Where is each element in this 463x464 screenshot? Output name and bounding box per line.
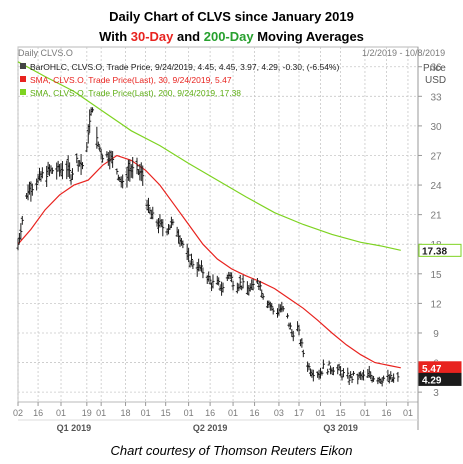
- sma200-badge-label: 17.38: [422, 246, 447, 257]
- legend-sma30-swatch: [20, 76, 26, 82]
- sma30-line: [17, 154, 401, 369]
- currency-label: USD: [425, 75, 446, 86]
- x-tick-label: 19: [82, 408, 92, 418]
- x-tick-label: 01: [403, 408, 413, 418]
- x-tick-label: 16: [381, 408, 391, 418]
- x-tick-label: 01: [56, 408, 66, 418]
- x-tick-label: 17: [294, 408, 304, 418]
- y-tick-label: 9: [433, 329, 439, 340]
- panel-name: Daily CLVS.O: [18, 48, 73, 58]
- x-axis: 02 16 01 19 01 18 01 15 01 16 01 16 03 17 01 15 01 16 01 Q1…: [13, 402, 418, 433]
- x-tick-label: 01: [316, 408, 326, 418]
- quarter-label: Q3 2019: [323, 423, 358, 433]
- quarter-label: Q1 2019: [57, 423, 92, 433]
- y-tick-label: 36: [430, 63, 442, 74]
- subtitle-suffix: Moving Averages: [253, 29, 364, 44]
- sma200-badge-bg: [418, 243, 462, 257]
- legend-sma200: SMA, CLVS.O, Trade Price(Last), 200, 9/2…: [30, 88, 241, 98]
- y-axis: 369121518212427303336: [418, 63, 442, 399]
- chart-subtitle: With 30-Day and 200-Day Moving Averages: [0, 29, 463, 44]
- chart-credit: Chart courtesy of Thomson Reuters Eikon: [110, 443, 353, 458]
- panel-date-range: 1/2/2019 - 10/8/2019: [362, 48, 445, 58]
- x-tick-label: 16: [205, 408, 215, 418]
- x-tick-label: 02: [13, 408, 23, 418]
- x-tick-label: 18: [121, 408, 131, 418]
- x-tick-label: 01: [184, 408, 194, 418]
- close-badge-label: 4.29: [422, 375, 442, 386]
- legend-sma30: SMA, CLVS.O, Trade Price(Last), 30, 9/24…: [30, 75, 232, 85]
- legend-ohlc-swatch: [20, 63, 26, 69]
- x-tick-label: 01: [360, 408, 370, 418]
- x-tick-label: 16: [33, 408, 43, 418]
- x-tick-label: 01: [96, 408, 106, 418]
- y-tick-label: 12: [430, 299, 442, 310]
- value-badges: 17.38 5.474.29: [418, 243, 462, 386]
- subtitle-mid: and: [173, 29, 204, 44]
- legend-ohlc: BarOHLC, CLVS.O, Trade Price, 9/24/2019,…: [30, 62, 339, 72]
- subtitle-sma30: 30-Day: [130, 29, 174, 44]
- sma30-badge-label: 5.47: [422, 364, 442, 375]
- quarter-label: Q2 2019: [193, 423, 228, 433]
- subtitle-prefix: With: [99, 29, 131, 44]
- legend-sma200-swatch: [20, 89, 26, 95]
- sma30-series: [17, 154, 401, 369]
- close-badge-bg: [418, 372, 462, 386]
- price-label: Price: [423, 63, 446, 74]
- ohlc-series: [16, 107, 400, 387]
- grid: [17, 46, 419, 430]
- subtitle-sma200: 200-Day: [203, 29, 254, 44]
- x-tick-label: 15: [336, 408, 346, 418]
- chart-title: Daily Chart of CLVS since January 2019: [109, 9, 354, 24]
- y-tick-label: 30: [430, 122, 442, 133]
- sma200-series: [17, 61, 401, 251]
- y-tick-label: 3: [433, 388, 439, 399]
- y-tick-label: 15: [430, 270, 442, 281]
- y-tick-label: 27: [430, 151, 442, 162]
- legend: BarOHLC, CLVS.O, Trade Price, 9/24/2019,…: [20, 62, 339, 98]
- y-tick-label: 33: [430, 92, 442, 103]
- x-tick-label: 01: [228, 408, 238, 418]
- x-tick-label: 03: [274, 408, 284, 418]
- y-tick-label: 21: [430, 211, 442, 222]
- x-tick-label: 16: [250, 408, 260, 418]
- sma200-line: [17, 61, 401, 251]
- x-tick-label: 15: [161, 408, 171, 418]
- plot-frame: [17, 46, 419, 403]
- y-tick-label: 24: [430, 181, 442, 192]
- x-tick-label: 01: [141, 408, 151, 418]
